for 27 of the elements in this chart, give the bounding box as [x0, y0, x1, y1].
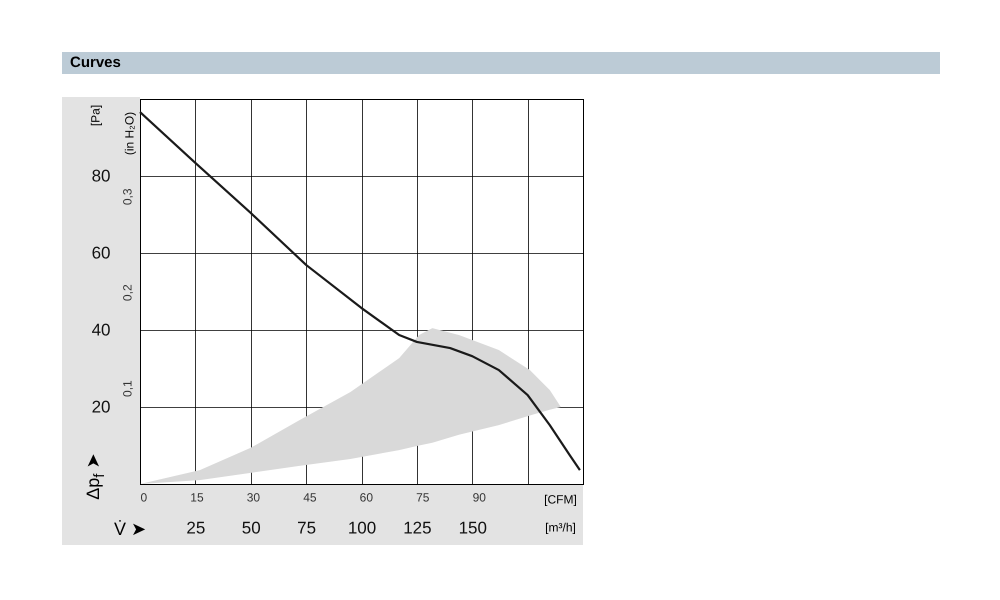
line-series [138, 110, 581, 472]
y-tick-label: 60 [92, 244, 110, 262]
x2-tick-label: 75 [416, 490, 430, 504]
x2-tick-label: 45 [303, 490, 317, 504]
x-axis-title: [m³/h] [545, 520, 576, 534]
x-tick-label: 150 [458, 518, 487, 538]
x2-tick-label: 60 [360, 490, 374, 504]
y2-tick-label: 0,3 [120, 188, 134, 206]
x-tick-label: 125 [403, 518, 432, 538]
y-tick-label: 40 [92, 320, 110, 340]
x-tick-label: 25 [186, 518, 206, 538]
x-tick-label: 50 [242, 518, 261, 538]
y-tick-label: 20 [92, 398, 110, 416]
chart-title: Curves [62, 52, 940, 74]
x-tick-label: 100 [348, 518, 376, 538]
y2-tick-label: 0,1 [120, 380, 134, 397]
y2-axis-title: (in H₂O) [122, 112, 136, 156]
y-axis-title: [Pa] [88, 104, 102, 126]
x2-tick-label: 0 [140, 490, 148, 504]
y2-tick-label: 0,2 [120, 284, 134, 302]
x2-axis-title: [CFM] [544, 492, 577, 506]
y-tick-label: 80 [92, 166, 110, 186]
x2-tick-label: 30 [246, 490, 260, 504]
x2-tick-label: 90 [472, 490, 486, 504]
x2-tick-label: 15 [190, 490, 204, 504]
x-tick-label: 75 [297, 518, 316, 538]
text: V̇ ➤ [114, 518, 146, 540]
